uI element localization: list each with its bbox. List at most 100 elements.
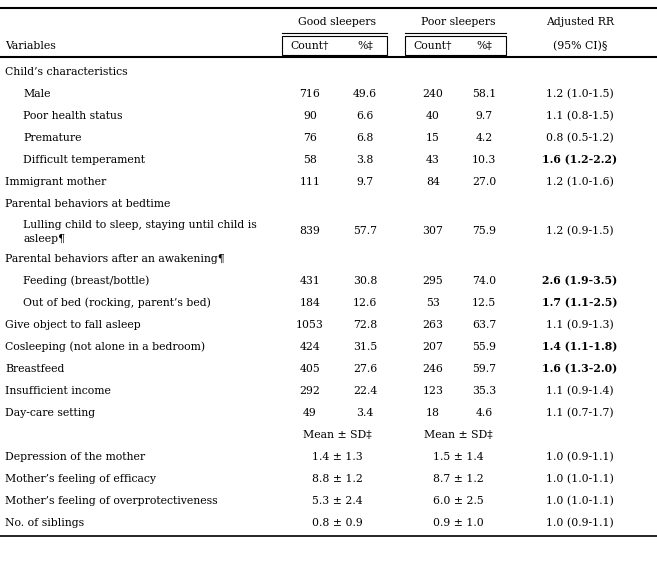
Text: 1.0 (0.9-1.1): 1.0 (0.9-1.1) bbox=[546, 518, 614, 528]
Text: 263: 263 bbox=[422, 320, 443, 330]
Text: 84: 84 bbox=[426, 177, 440, 187]
Text: 240: 240 bbox=[422, 89, 443, 99]
Text: 76: 76 bbox=[303, 133, 317, 143]
Text: Day-care setting: Day-care setting bbox=[5, 408, 95, 418]
Text: 5.3 ± 2.4: 5.3 ± 2.4 bbox=[311, 496, 362, 506]
Text: 4.6: 4.6 bbox=[476, 408, 493, 418]
Text: 49.6: 49.6 bbox=[353, 89, 377, 99]
Text: 8.7 ± 1.2: 8.7 ± 1.2 bbox=[432, 474, 484, 484]
Text: 1.5 ± 1.4: 1.5 ± 1.4 bbox=[433, 452, 484, 462]
Text: 1.4 (1.1-1.8): 1.4 (1.1-1.8) bbox=[542, 342, 618, 353]
Text: 0.8 (0.5-1.2): 0.8 (0.5-1.2) bbox=[546, 133, 614, 143]
Text: Mean ± SD‡: Mean ± SD‡ bbox=[303, 430, 371, 440]
Text: 8.8 ± 1.2: 8.8 ± 1.2 bbox=[311, 474, 363, 484]
Text: 18: 18 bbox=[426, 408, 440, 418]
Text: 0.9 ± 1.0: 0.9 ± 1.0 bbox=[432, 518, 484, 528]
Text: 207: 207 bbox=[422, 342, 443, 352]
Text: 55.9: 55.9 bbox=[472, 342, 496, 352]
Text: 1.0 (1.0-1.1): 1.0 (1.0-1.1) bbox=[546, 496, 614, 506]
Text: 1.1 (0.9-1.4): 1.1 (0.9-1.4) bbox=[546, 386, 614, 396]
Text: 58.1: 58.1 bbox=[472, 89, 496, 99]
Text: Mother’s feeling of overprotectiveness: Mother’s feeling of overprotectiveness bbox=[5, 496, 217, 506]
Text: 839: 839 bbox=[300, 227, 321, 236]
Text: 716: 716 bbox=[300, 89, 321, 99]
Text: (95% CI)§: (95% CI)§ bbox=[553, 41, 607, 51]
Text: 431: 431 bbox=[300, 276, 321, 286]
Text: 2.6 (1.9-3.5): 2.6 (1.9-3.5) bbox=[543, 275, 618, 286]
Text: Cosleeping (not alone in a bedroom): Cosleeping (not alone in a bedroom) bbox=[5, 342, 205, 352]
Text: 6.8: 6.8 bbox=[356, 133, 374, 143]
Text: 9.7: 9.7 bbox=[476, 111, 493, 121]
Text: Give object to fall asleep: Give object to fall asleep bbox=[5, 320, 141, 330]
Text: 74.0: 74.0 bbox=[472, 276, 496, 286]
Text: 0.8 ± 0.9: 0.8 ± 0.9 bbox=[311, 518, 363, 528]
Text: 49: 49 bbox=[303, 408, 317, 418]
Text: 1.1 (0.7-1.7): 1.1 (0.7-1.7) bbox=[546, 408, 614, 418]
Text: 123: 123 bbox=[422, 386, 443, 396]
Text: 35.3: 35.3 bbox=[472, 386, 496, 396]
Text: 43: 43 bbox=[426, 155, 440, 165]
Text: 40: 40 bbox=[426, 111, 440, 121]
Text: 1.6 (1.2-2.2): 1.6 (1.2-2.2) bbox=[543, 155, 618, 166]
Text: Insufficient income: Insufficient income bbox=[5, 386, 111, 396]
Text: %‡: %‡ bbox=[476, 41, 492, 51]
Text: 1.7 (1.1-2.5): 1.7 (1.1-2.5) bbox=[542, 297, 618, 309]
Text: 27.6: 27.6 bbox=[353, 364, 377, 374]
Text: Breastfeed: Breastfeed bbox=[5, 364, 64, 374]
Text: Child’s characteristics: Child’s characteristics bbox=[5, 67, 127, 77]
Text: 22.4: 22.4 bbox=[353, 386, 377, 396]
Text: Poor sleepers: Poor sleepers bbox=[421, 17, 496, 27]
Text: 1.1 (0.9-1.3): 1.1 (0.9-1.3) bbox=[546, 320, 614, 330]
Text: 12.5: 12.5 bbox=[472, 298, 496, 308]
Text: Lulling child to sleep, staying until child is: Lulling child to sleep, staying until ch… bbox=[23, 220, 257, 229]
Text: Immigrant mother: Immigrant mother bbox=[5, 177, 106, 187]
Text: 15: 15 bbox=[426, 133, 440, 143]
Text: 75.9: 75.9 bbox=[472, 227, 496, 236]
Text: 1.2 (1.0-1.6): 1.2 (1.0-1.6) bbox=[546, 177, 614, 187]
Text: Count†: Count† bbox=[414, 41, 452, 51]
Bar bbox=[282, 36, 387, 55]
Text: Mother’s feeling of efficacy: Mother’s feeling of efficacy bbox=[5, 474, 156, 484]
Text: Parental behaviors at bedtime: Parental behaviors at bedtime bbox=[5, 199, 170, 209]
Text: 10.3: 10.3 bbox=[472, 155, 496, 165]
Text: 424: 424 bbox=[300, 342, 321, 352]
Text: 9.7: 9.7 bbox=[357, 177, 374, 187]
Text: Good sleepers: Good sleepers bbox=[298, 17, 376, 27]
Text: 27.0: 27.0 bbox=[472, 177, 496, 187]
Text: 1053: 1053 bbox=[296, 320, 324, 330]
Text: 307: 307 bbox=[422, 227, 443, 236]
Text: Variables: Variables bbox=[5, 41, 56, 51]
Text: 72.8: 72.8 bbox=[353, 320, 377, 330]
Text: 1.1 (0.8-1.5): 1.1 (0.8-1.5) bbox=[546, 111, 614, 121]
Text: 246: 246 bbox=[422, 364, 443, 374]
Text: Out of bed (rocking, parent’s bed): Out of bed (rocking, parent’s bed) bbox=[23, 297, 211, 309]
Text: 292: 292 bbox=[300, 386, 321, 396]
Text: %‡: %‡ bbox=[357, 41, 373, 51]
Text: 31.5: 31.5 bbox=[353, 342, 377, 352]
Text: 1.0 (1.0-1.1): 1.0 (1.0-1.1) bbox=[546, 474, 614, 484]
Text: 1.2 (0.9-1.5): 1.2 (0.9-1.5) bbox=[546, 227, 614, 236]
Text: 6.0 ± 2.5: 6.0 ± 2.5 bbox=[432, 496, 484, 506]
Text: Feeding (breast/bottle): Feeding (breast/bottle) bbox=[23, 276, 149, 286]
Text: Difficult temperament: Difficult temperament bbox=[23, 155, 145, 165]
Text: Parental behaviors after an awakening¶: Parental behaviors after an awakening¶ bbox=[5, 254, 225, 264]
Text: Mean ± SD‡: Mean ± SD‡ bbox=[424, 430, 492, 440]
Text: Male: Male bbox=[23, 89, 51, 99]
Text: 90: 90 bbox=[303, 111, 317, 121]
Text: 63.7: 63.7 bbox=[472, 320, 496, 330]
Text: Depression of the mother: Depression of the mother bbox=[5, 452, 145, 462]
Text: 3.8: 3.8 bbox=[356, 155, 374, 165]
Text: Poor health status: Poor health status bbox=[23, 111, 122, 121]
Text: 30.8: 30.8 bbox=[353, 276, 377, 286]
Text: 53: 53 bbox=[426, 298, 440, 308]
Text: 57.7: 57.7 bbox=[353, 227, 377, 236]
Text: 1.4 ± 1.3: 1.4 ± 1.3 bbox=[311, 452, 363, 462]
Text: 6.6: 6.6 bbox=[356, 111, 374, 121]
Text: 4.2: 4.2 bbox=[476, 133, 493, 143]
Text: 3.4: 3.4 bbox=[356, 408, 374, 418]
Text: Count†: Count† bbox=[291, 41, 329, 51]
Text: 12.6: 12.6 bbox=[353, 298, 377, 308]
Text: 405: 405 bbox=[300, 364, 321, 374]
Text: Premature: Premature bbox=[23, 133, 81, 143]
Text: 111: 111 bbox=[300, 177, 321, 187]
